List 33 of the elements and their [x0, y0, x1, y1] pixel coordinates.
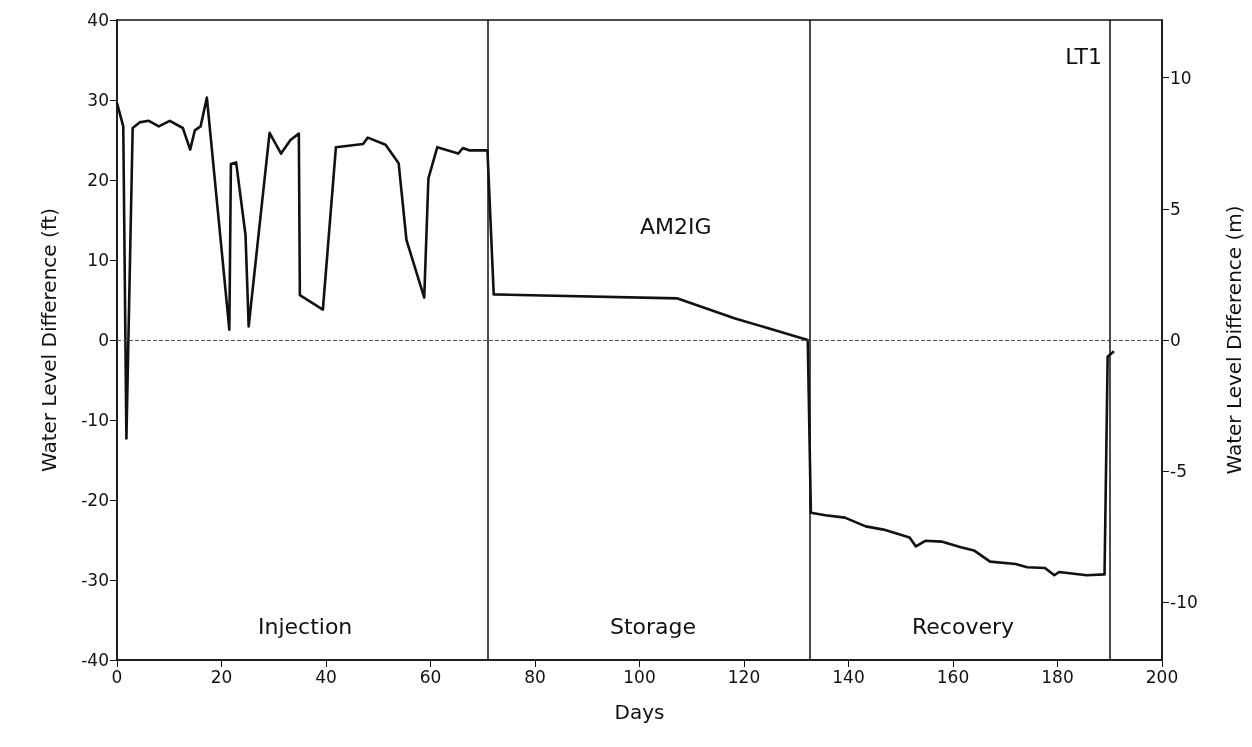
x-axis-title: Days: [614, 700, 665, 724]
x-tick-label: 200: [1145, 666, 1179, 687]
x-tick-label: 0: [111, 666, 123, 687]
y-tick-label: 30: [87, 90, 109, 110]
x-tick-label: 80: [524, 666, 546, 687]
y2-tick-label: 0: [1170, 330, 1181, 350]
x-tick-label: 40: [315, 666, 337, 687]
annotation: Storage: [610, 613, 697, 639]
x-tick-label: 60: [419, 666, 442, 687]
y-tick-label: -10: [81, 410, 109, 430]
x-tick-label: 20: [210, 666, 233, 687]
annotation: LT1: [1065, 43, 1103, 69]
y-tick-label: -30: [81, 570, 109, 590]
y2-axis-title: Water Level Difference (m): [1222, 205, 1246, 475]
y-tick-label: 40: [87, 10, 109, 30]
annotation: Recovery: [912, 613, 1015, 639]
annotation: Injection: [258, 613, 353, 639]
annotation: AM2IG: [640, 213, 712, 239]
y-axis-title: Water Level Difference (ft): [37, 207, 61, 473]
x-tick-label: 160: [936, 666, 970, 687]
y2-tick-label: -5: [1170, 461, 1187, 482]
y-tick-label: -40: [81, 650, 109, 670]
y2-tick-label: 5: [1170, 198, 1181, 219]
y-tick-label: 0: [98, 330, 109, 350]
x-tick-label: 120: [727, 666, 761, 687]
y2-tick-label: 10: [1170, 67, 1192, 88]
y2-tick-label: -10: [1170, 592, 1198, 613]
y-tick-label: 10: [87, 250, 109, 270]
x-tick-label: 140: [832, 666, 865, 687]
x-tick-label: 100: [623, 666, 656, 687]
x-tick-label: 180: [1041, 666, 1074, 687]
y-tick-label: 20: [87, 170, 109, 190]
y-tick-label: -20: [81, 490, 109, 510]
